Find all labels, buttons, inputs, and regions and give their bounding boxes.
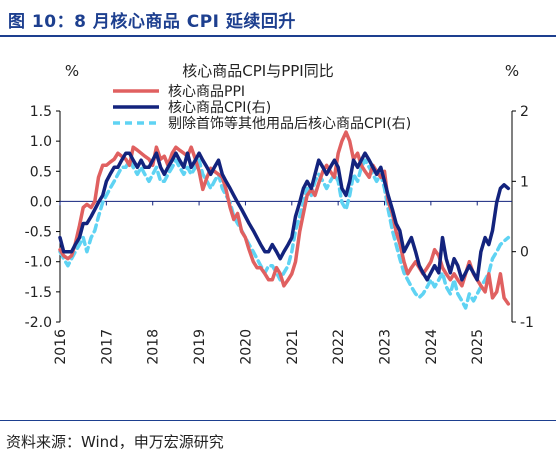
series-line-0	[58, 130, 511, 306]
series-line-2	[58, 158, 511, 310]
legend-label-1: 核心商品CPI(右)	[168, 100, 271, 116]
left-tick-label: -1.5	[25, 285, 52, 301]
right-tick-label: 2	[520, 104, 529, 120]
x-tick-label: 2022	[331, 329, 347, 365]
figure-title: 图 10：8 月核心商品 CPI 延续回升	[8, 12, 296, 32]
x-tick-label: 2020	[238, 329, 254, 365]
left-tick-label: 1.0	[30, 134, 52, 150]
x-tick-label: 2025	[470, 329, 486, 365]
legend-label-2: 剔除首饰等其他用品后核心商品CPI(右)	[168, 115, 411, 132]
right-tick-label: -1	[520, 315, 534, 331]
chart-title: 核心商品CPI与PPI同比	[182, 62, 333, 80]
title-rule	[0, 35, 556, 37]
x-tick-label: 2019	[192, 329, 208, 365]
x-tick-label: 2021	[285, 329, 301, 365]
left-tick-label: -0.5	[25, 225, 52, 241]
series-line-1	[58, 151, 511, 282]
source-rule	[0, 420, 556, 421]
left-tick-label: 0.5	[30, 164, 52, 180]
left-tick-label: 1.5	[30, 104, 52, 120]
left-unit-label: %	[65, 62, 79, 80]
x-tick-label: 2024	[424, 329, 440, 365]
series-group	[58, 130, 511, 310]
legend-label-0: 核心商品PPI	[168, 84, 245, 100]
right-unit-label: %	[505, 62, 519, 80]
left-tick-label: 0.0	[30, 194, 52, 210]
x-tick-label: 2018	[146, 329, 162, 365]
right-tick-label: 1	[520, 174, 529, 190]
source-note: 资料来源：Wind，申万宏源研究	[6, 433, 224, 451]
left-tick-label: -1.0	[25, 255, 52, 271]
right-tick-label: 0	[520, 245, 529, 261]
axes-group: -2.0 -1.5 -1.0 -0.5 0.0 0.5 1.0 1.5 -1 0 1 2 2016 201…	[25, 104, 534, 365]
x-tick-label: 2023	[378, 329, 394, 365]
left-tick-label: -2.0	[25, 315, 52, 331]
x-tick-label: 2016	[53, 329, 69, 365]
x-tick-label: 2017	[99, 329, 115, 365]
